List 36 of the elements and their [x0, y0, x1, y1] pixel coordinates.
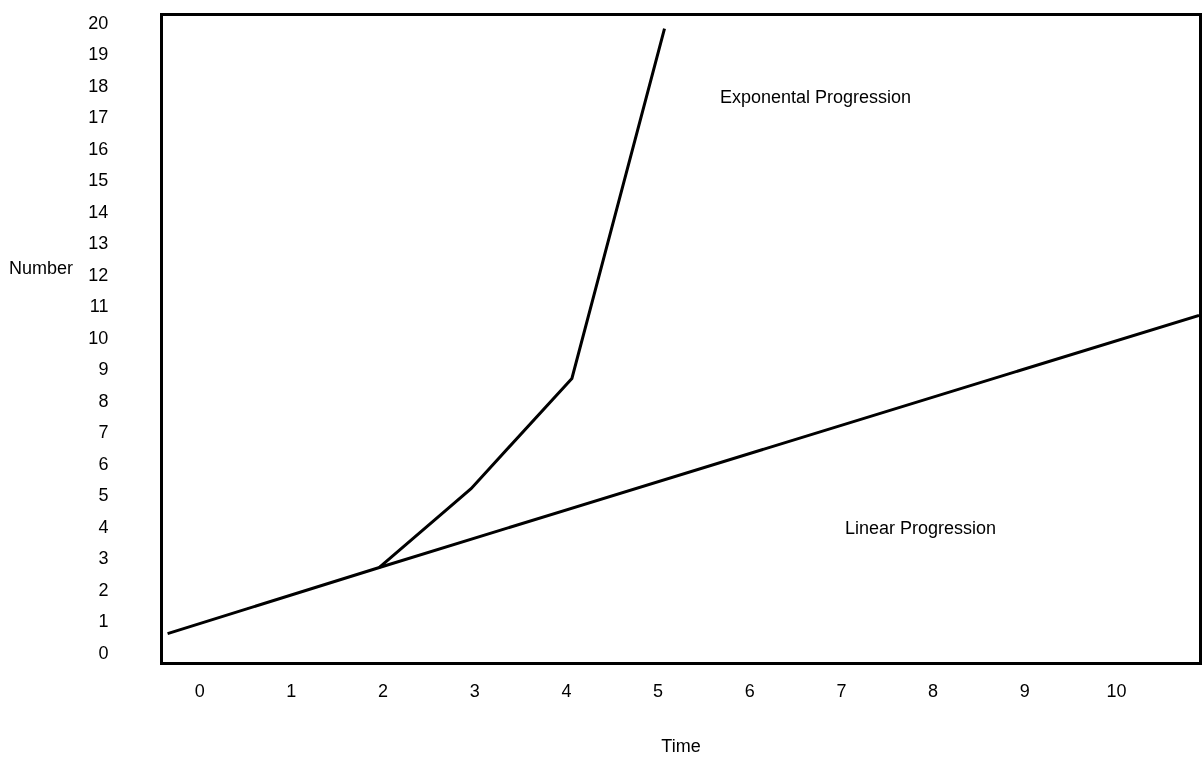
y-tick-label: 16	[88, 138, 109, 159]
y-tick-label: 1	[98, 611, 109, 632]
x-tick-label: 9	[1019, 680, 1030, 701]
y-tick-label: 12	[88, 264, 109, 285]
y-tick-label: 17	[88, 107, 109, 128]
annotation: Exponental Progression	[720, 87, 912, 107]
x-tick-label: 4	[561, 680, 572, 701]
y-tick-label: 15	[88, 170, 109, 191]
x-tick-label: 7	[836, 680, 847, 701]
y-tick-label: 9	[98, 359, 109, 380]
y-tick-label: 19	[88, 44, 109, 65]
x-axis-title: Time	[661, 735, 701, 756]
y-tick-label: 20	[88, 12, 109, 33]
y-tick-label: 2	[98, 579, 109, 600]
y-tick-label: 10	[88, 327, 109, 348]
x-tick-label: 2	[378, 680, 389, 701]
y-tick-label: 14	[88, 201, 109, 222]
y-tick-label: 11	[89, 296, 109, 317]
y-tick-label: 6	[98, 453, 109, 474]
x-tick-label: 6	[744, 680, 755, 701]
y-tick-label: 13	[88, 233, 109, 254]
y-tick-label: 3	[98, 548, 109, 569]
x-tick-label: 3	[469, 680, 480, 701]
y-tick-label: 5	[98, 485, 109, 506]
x-tick-label: 8	[928, 680, 939, 701]
y-tick-label: 7	[98, 422, 109, 443]
y-tick-label: 18	[88, 75, 109, 96]
y-tick-label: 4	[98, 516, 109, 537]
x-tick-label: 1	[286, 680, 297, 701]
y-tick-label: 0	[98, 642, 109, 663]
y-axis-title: Number	[9, 258, 74, 278]
x-tick-label: 0	[194, 680, 205, 701]
y-tick-label: 8	[98, 390, 109, 411]
x-tick-label: 5	[653, 680, 664, 701]
annotation: Linear Progression	[845, 518, 997, 538]
x-tick-label: 10	[1106, 680, 1127, 701]
